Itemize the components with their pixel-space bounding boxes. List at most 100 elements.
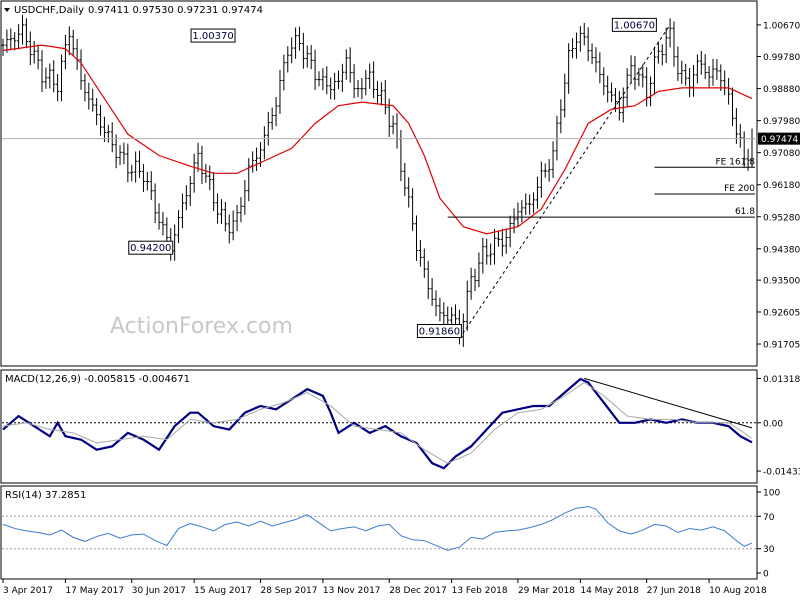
price-callout: 1.00670: [611, 17, 657, 32]
price-bar: [473, 268, 477, 292]
rsi-tick-label: 100: [763, 489, 780, 499]
price-bar: [130, 164, 134, 182]
price-bar: [286, 46, 290, 73]
price-tick-label: 0.91705: [763, 341, 800, 351]
price-bar: [438, 297, 442, 322]
price-bar: [196, 142, 200, 172]
callout-label: 1.00670: [614, 20, 655, 31]
price-bar: [1, 38, 5, 56]
price-bar: [500, 228, 504, 257]
price-bar: [153, 183, 157, 224]
price-bar: [56, 73, 60, 102]
price-bar: [574, 32, 579, 59]
price-bar: [742, 131, 746, 167]
price-bar: [407, 177, 411, 208]
macd-tick-label: -0.014339: [763, 468, 800, 478]
dropdown-triangle-icon[interactable]: [4, 8, 10, 12]
price-bar: [590, 43, 594, 65]
price-bar: [730, 87, 735, 127]
price-bar: [134, 151, 138, 183]
price-bar: [274, 97, 278, 127]
price-bar: [239, 197, 243, 223]
price-bar: [141, 164, 146, 192]
date-tick-label: 13 Nov 2017: [323, 586, 381, 596]
price-bar: [719, 64, 723, 91]
price-tick-label: 0.93500: [763, 277, 800, 287]
price-bar: [114, 134, 118, 169]
price-bar: [660, 44, 664, 66]
price-bar: [106, 124, 110, 143]
price-bar: [520, 200, 524, 223]
price-bar: [637, 67, 641, 87]
callout-label: 1.00370: [192, 31, 233, 42]
price-bar: [707, 66, 711, 88]
price-bar: [184, 185, 188, 211]
price-bar: [161, 211, 165, 236]
price-bar: [301, 32, 305, 69]
price-bar: [290, 37, 294, 64]
price-bar: [383, 80, 387, 115]
price-bar: [297, 26, 302, 51]
price-bar: [149, 171, 153, 200]
price-bar: [504, 228, 508, 254]
price-bar: [676, 46, 680, 82]
price-bar: [254, 147, 259, 171]
price-bar: [79, 49, 83, 90]
price-bar: [231, 210, 235, 241]
macd-line: [2, 377, 753, 470]
price-bar: [52, 60, 56, 93]
price-bar: [17, 24, 21, 50]
price-bar: [13, 32, 17, 51]
price-bar: [606, 75, 610, 103]
price-bar: [672, 21, 676, 67]
price-bar: [652, 46, 657, 94]
rsi-line: [2, 506, 753, 551]
price-bar: [28, 31, 32, 66]
price-bar: [422, 248, 426, 278]
price-bar: [200, 145, 204, 184]
price-bar: [641, 64, 645, 88]
price-bar: [617, 91, 621, 121]
price-tick-label: 0.94380: [763, 245, 800, 255]
price-bar: [512, 208, 516, 234]
price-bar: [212, 171, 216, 212]
price-bar: [332, 72, 337, 100]
price-bar: [145, 171, 149, 191]
price-bar: [633, 55, 637, 90]
price-bar: [67, 26, 71, 56]
price-bar: [309, 44, 313, 70]
price-callout: 0.91860: [416, 324, 462, 339]
price-bar: [360, 77, 364, 100]
axes: 1.00670 0.99780 0.98880 0.97980 0.97080 0.961…: [2, 21, 800, 596]
price-bar: [227, 214, 231, 244]
price-bar: [543, 163, 547, 178]
price-bar: [559, 99, 563, 134]
price-bar: [469, 267, 473, 300]
price-bar: [656, 41, 660, 64]
price-bar: [668, 18, 672, 48]
price-bar: [266, 111, 270, 146]
price-bar: [524, 193, 528, 215]
date-tick-label: 28 Dec 2017: [389, 586, 447, 596]
callout-box: [416, 324, 462, 339]
price-bar: [547, 159, 551, 182]
price-bar: [20, 14, 25, 45]
price-bar: [36, 44, 40, 70]
price-bar: [598, 52, 602, 84]
price-bar: [531, 192, 536, 214]
price-bar: [695, 54, 699, 84]
price-bar: [215, 193, 220, 224]
symbol-label: USDCHF,Daily: [14, 5, 84, 16]
price-bar: [91, 88, 95, 112]
price-bar: [243, 180, 247, 215]
price-bar: [477, 252, 481, 288]
price-bar: [379, 82, 384, 106]
price-callout: 0.94200: [128, 240, 174, 255]
price-bar: [219, 199, 224, 225]
price-bar: [208, 165, 212, 191]
price-bar: [555, 115, 559, 161]
price-bar: [348, 47, 352, 83]
price-bar: [63, 34, 68, 70]
watermark: ActionForex.com: [110, 314, 293, 339]
